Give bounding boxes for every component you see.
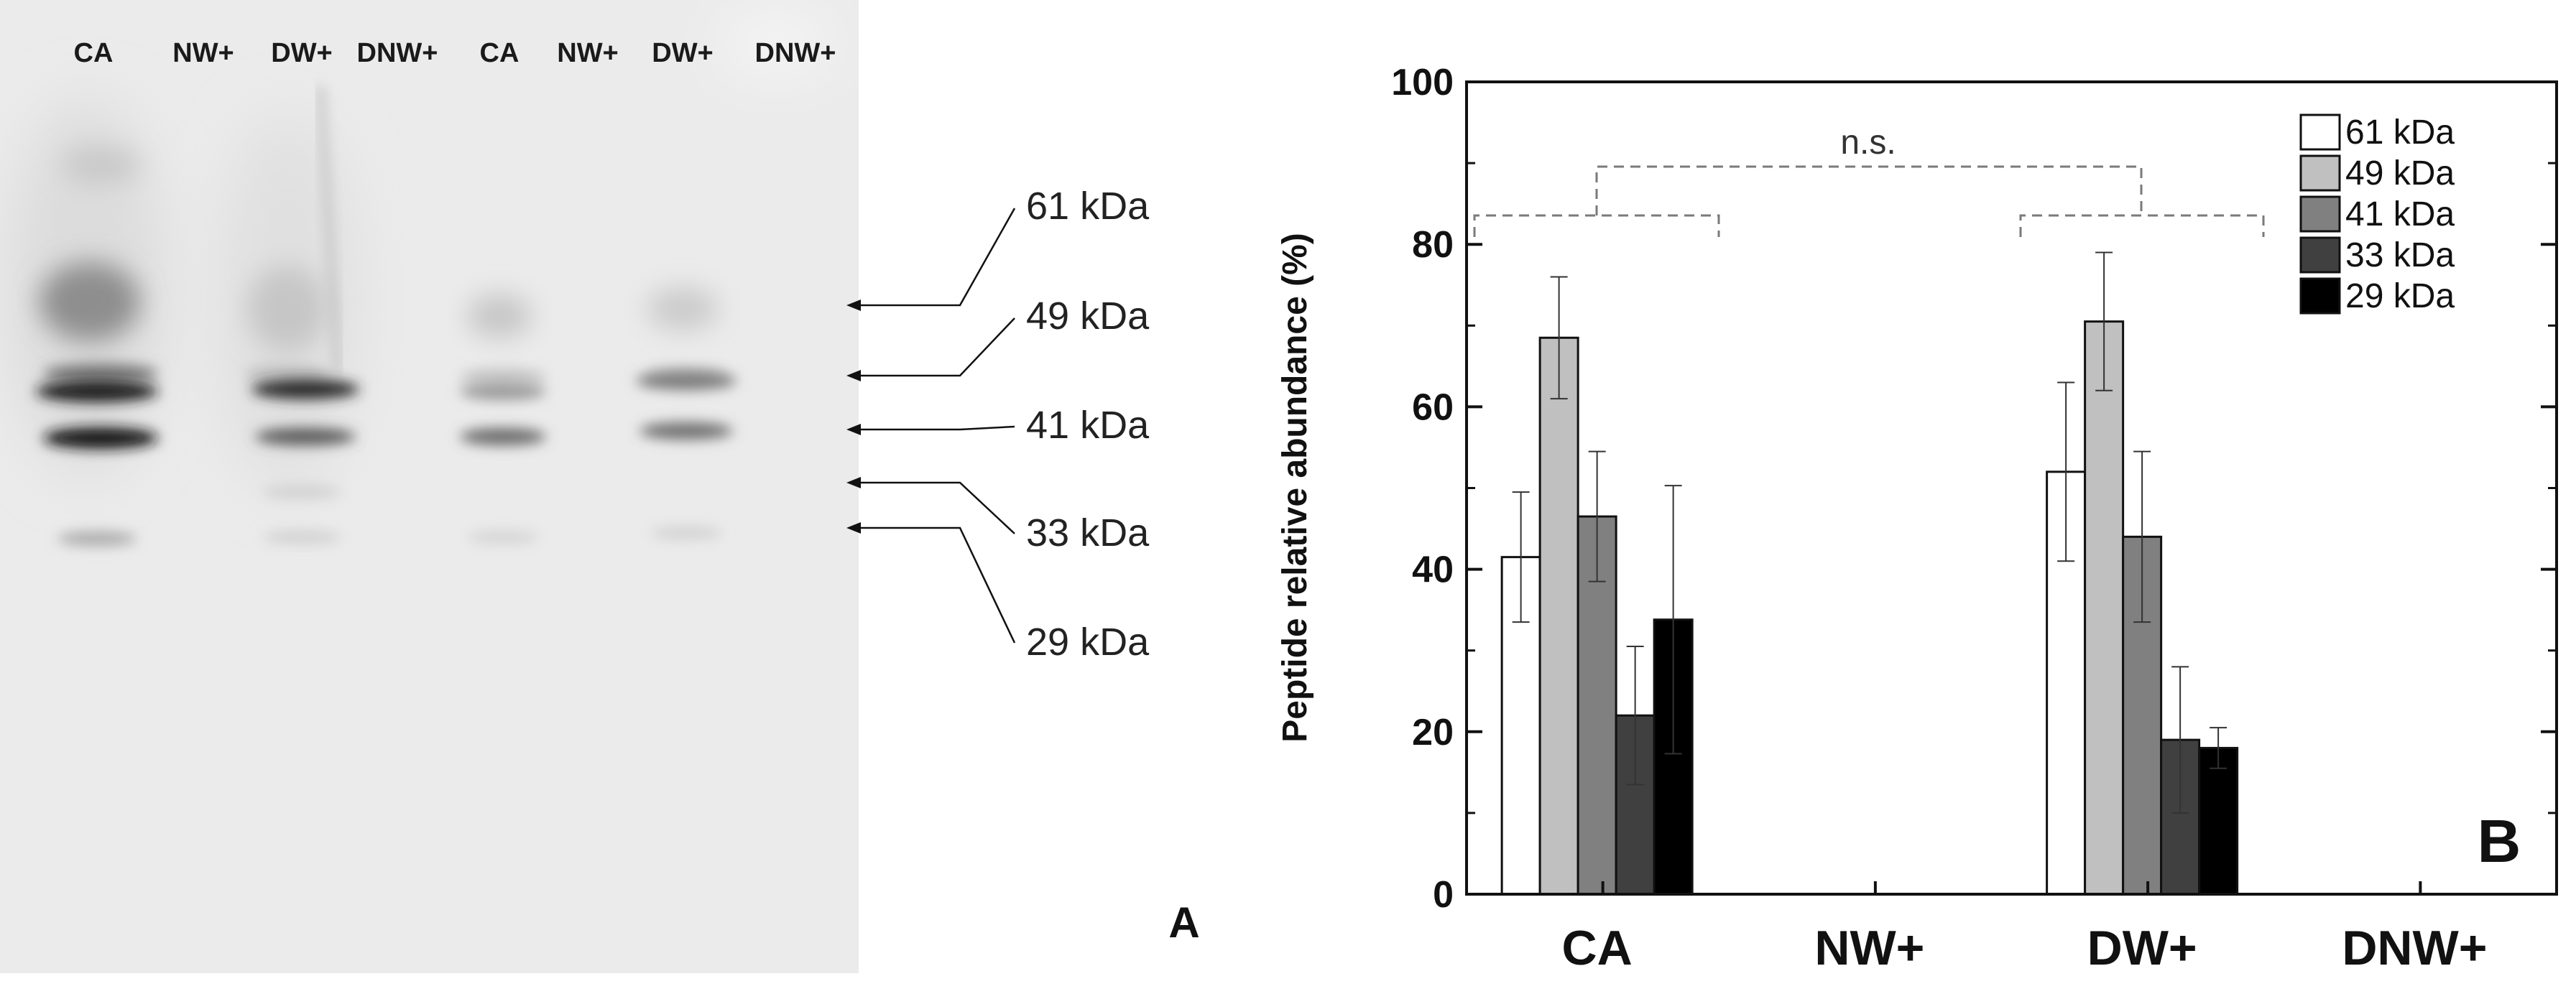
legend-label: 29 kDa <box>2345 277 2455 315</box>
bar <box>1576 515 1617 896</box>
y-tick-labels: 0 20 40 60 80 100 <box>1391 62 1454 916</box>
ns-annotation: n.s. <box>1840 124 1896 162</box>
x-tick-label: DNW+ <box>2342 921 2487 975</box>
legend-swatch <box>2299 154 2341 192</box>
marker-label: 61 kDa <box>1026 185 1150 228</box>
marker-arrows <box>851 208 1016 644</box>
y-tick-label: 20 <box>1412 712 1454 753</box>
blot-band <box>43 427 158 449</box>
bracket-dw <box>2019 214 2265 237</box>
y-tick-label: 40 <box>1412 549 1454 591</box>
marker-arrowheads <box>846 300 861 534</box>
bar <box>2198 746 2239 896</box>
y-tick-label: 100 <box>1391 62 1454 103</box>
blot-band <box>636 371 737 390</box>
blot-band <box>57 531 137 546</box>
marker-arrow <box>851 208 1016 307</box>
marker-arrow <box>851 317 1015 377</box>
blot-band <box>460 428 546 445</box>
y-tick-label: 0 <box>1433 874 1454 916</box>
arrowhead <box>846 370 861 381</box>
marker-arrow <box>851 481 1015 534</box>
blot-panel: CA NW+ DW+ DNW+ CA NW+ DW+ DNW+ A <box>0 0 1200 973</box>
marker-label: 33 kDa <box>1026 511 1150 554</box>
blot-band <box>460 383 546 400</box>
x-tick-labels: CA NW+ DW+ DNW+ <box>1562 881 2487 975</box>
lane-label: NW+ <box>172 38 234 68</box>
bars <box>1500 320 2239 896</box>
blot-band <box>244 365 331 382</box>
legend-swatch <box>2299 277 2341 315</box>
blot-band <box>36 381 158 402</box>
bracket-top <box>1595 165 2143 215</box>
panel-label-b: B <box>2478 807 2521 875</box>
lane-label: DW+ <box>652 38 714 68</box>
y-axis-label: Peptide relative abundance (%) <box>1276 233 1314 743</box>
blot-band <box>640 422 733 440</box>
blot-band <box>262 485 341 499</box>
legend-label: 61 kDa <box>2345 113 2455 152</box>
lane-label: CA <box>480 38 520 68</box>
lane-label: NW+ <box>557 38 619 68</box>
marker-arrow <box>851 526 1016 644</box>
lane-label: CA <box>74 38 114 68</box>
marker-label: 29 kDa <box>1026 621 1150 664</box>
significance-brackets <box>1473 165 2265 237</box>
blot-smear <box>647 287 719 330</box>
arrowhead <box>846 424 861 435</box>
y-tick-label: 80 <box>1412 224 1454 266</box>
marker-arrow <box>851 425 1015 431</box>
blot-band <box>255 428 356 445</box>
blot-smear <box>467 294 532 338</box>
blot-streak <box>317 85 341 374</box>
marker-label: 41 kDa <box>1026 404 1150 447</box>
blot-haze <box>719 14 834 72</box>
blot-band <box>262 531 341 544</box>
lane-label: DNW+ <box>755 38 836 68</box>
bar-chart: n.s. 0 20 40 60 80 100 CA NW+ DW+ DNW+ Peptide r… <box>1276 62 2558 975</box>
bar <box>1538 336 1579 896</box>
x-tick-label: CA <box>1562 921 1633 975</box>
marker-label: 49 kDa <box>1026 294 1150 338</box>
lane-label: DW+ <box>271 38 333 68</box>
blot-band <box>251 379 359 399</box>
blot-smear <box>40 262 140 341</box>
arrowhead <box>846 477 861 488</box>
lane-label: DNW+ <box>357 38 438 68</box>
marker-labels: 61 kDa 49 kDa 41 kDa 33 kDa 29 kDa <box>1026 185 1150 664</box>
legend-label: 49 kDa <box>2345 154 2455 192</box>
legend-swatch <box>2299 113 2341 151</box>
arrowhead <box>846 522 861 534</box>
arrowhead <box>846 300 861 311</box>
error-bars <box>1512 251 2228 814</box>
legend-label: 33 kDa <box>2345 236 2455 274</box>
x-tick-label: NW+ <box>1814 921 1924 975</box>
blot-band <box>467 531 539 544</box>
blot-smear <box>248 266 327 352</box>
bar <box>2084 320 2125 896</box>
plot-frame <box>1465 80 2558 896</box>
bracket-ca <box>1473 214 1720 237</box>
panel-label-a: A <box>1168 899 1199 947</box>
blot-band <box>460 368 546 386</box>
blot-band <box>650 526 722 539</box>
legend-swatch <box>2299 236 2341 274</box>
legend-swatch <box>2299 195 2341 233</box>
blot-smear <box>61 147 140 183</box>
x-tick-label: DW+ <box>2087 921 2197 975</box>
blot-band <box>43 363 158 384</box>
lane-labels: CA NW+ DW+ DNW+ CA NW+ DW+ DNW+ <box>74 38 836 68</box>
legend-label: 41 kDa <box>2345 195 2455 233</box>
y-tick-label: 60 <box>1412 386 1454 428</box>
